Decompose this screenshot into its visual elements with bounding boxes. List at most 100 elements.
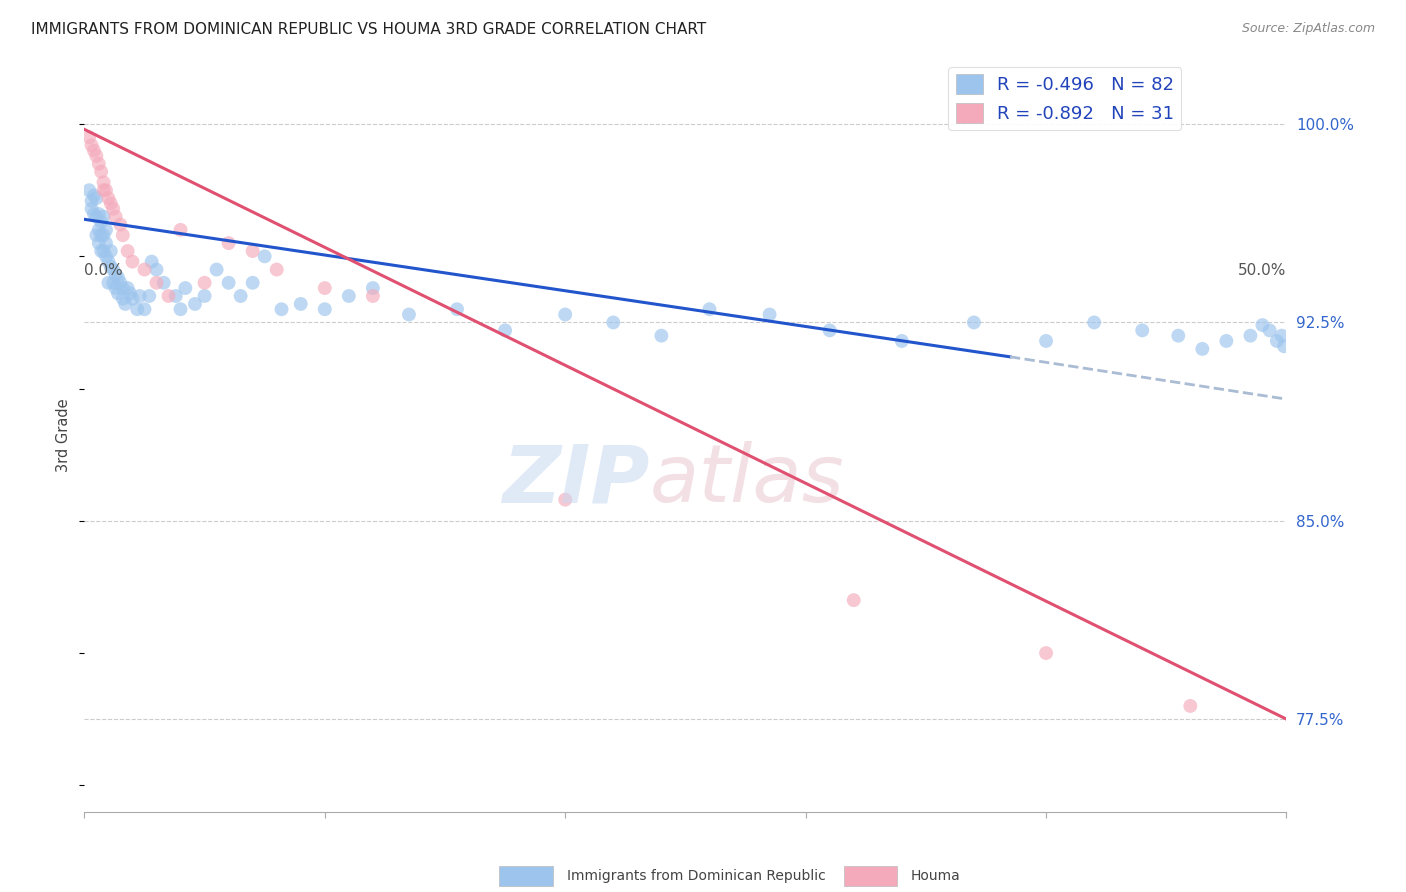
Point: [94, 183, 117, 197]
Point: [77, 183, 100, 197]
Point: [114, 297, 136, 311]
Point: [134, 302, 156, 317]
Text: Source: ZipAtlas.com: Source: ZipAtlas.com: [1241, 22, 1375, 36]
Point: [80, 202, 103, 216]
Point: [90, 228, 112, 243]
Text: atlas: atlas: [650, 441, 844, 519]
Point: [1272, 339, 1295, 353]
Point: [194, 289, 217, 303]
Point: [361, 281, 384, 295]
Text: IMMIGRANTS FROM DOMINICAN REPUBLIC VS HOUMA 3RD GRADE CORRELATION CHART: IMMIGRANTS FROM DOMINICAN REPUBLIC VS HO…: [31, 22, 706, 37]
Point: [1265, 334, 1288, 348]
Point: [104, 281, 127, 295]
Point: [1215, 334, 1237, 348]
Point: [184, 297, 207, 311]
Point: [194, 276, 217, 290]
Point: [818, 323, 841, 337]
Point: [104, 268, 127, 282]
Point: [93, 244, 115, 258]
Point: [314, 281, 336, 295]
Point: [128, 289, 150, 303]
Point: [100, 244, 122, 258]
Point: [1271, 328, 1294, 343]
Point: [1130, 323, 1153, 337]
Point: [87, 236, 110, 251]
Point: [270, 302, 292, 317]
Point: [169, 302, 191, 317]
Point: [103, 276, 125, 290]
Point: [174, 281, 197, 295]
Point: [138, 289, 160, 303]
Point: [253, 249, 276, 263]
Point: [83, 188, 105, 202]
Point: [337, 289, 360, 303]
Point: [314, 302, 336, 317]
Point: [93, 183, 115, 197]
Point: [229, 289, 252, 303]
Point: [100, 260, 122, 274]
Point: [141, 254, 163, 268]
Point: [97, 276, 120, 290]
Point: [266, 262, 288, 277]
Point: [242, 244, 264, 258]
Point: [169, 223, 191, 237]
Point: [205, 262, 228, 277]
Point: [494, 323, 516, 337]
Point: [1167, 328, 1189, 343]
Point: [93, 175, 115, 189]
Point: [107, 270, 129, 285]
Point: [80, 194, 103, 208]
Point: [890, 334, 912, 348]
Point: [758, 308, 780, 322]
Point: [1083, 315, 1105, 329]
Point: [398, 308, 420, 322]
Point: [157, 289, 180, 303]
Point: [242, 276, 264, 290]
Point: [97, 254, 120, 268]
Point: [1191, 342, 1213, 356]
Point: [127, 302, 149, 317]
Point: [90, 215, 112, 229]
Point: [86, 149, 108, 163]
Point: [111, 228, 134, 243]
Point: [145, 276, 167, 290]
Legend: R = -0.496   N = 82, R = -0.892   N = 31: R = -0.496 N = 82, R = -0.892 N = 31: [948, 67, 1181, 130]
Point: [118, 286, 141, 301]
Point: [86, 210, 108, 224]
Point: [93, 228, 115, 243]
Y-axis label: 3rd Grade: 3rd Grade: [56, 398, 72, 472]
Point: [77, 130, 100, 145]
Point: [1239, 328, 1261, 343]
Point: [1180, 698, 1202, 713]
Point: [361, 289, 384, 303]
Point: [80, 138, 103, 153]
Point: [446, 302, 468, 317]
Point: [121, 254, 143, 268]
Point: [1258, 323, 1281, 337]
Text: Houma: Houma: [911, 869, 960, 883]
Point: [111, 292, 134, 306]
Point: [134, 262, 156, 277]
Point: [87, 207, 110, 221]
Point: [86, 191, 108, 205]
Point: [290, 297, 312, 311]
Point: [1251, 318, 1274, 332]
Point: [87, 223, 110, 237]
Point: [152, 276, 174, 290]
Point: [117, 281, 139, 295]
Point: [218, 236, 240, 251]
Point: [554, 492, 576, 507]
Point: [100, 196, 122, 211]
Point: [90, 244, 112, 258]
Point: [1035, 646, 1057, 660]
Point: [110, 276, 132, 290]
Point: [602, 315, 624, 329]
Point: [218, 276, 240, 290]
Point: [83, 144, 105, 158]
Point: [104, 210, 127, 224]
Text: ZIP: ZIP: [502, 441, 650, 519]
Point: [121, 292, 143, 306]
Point: [94, 236, 117, 251]
Point: [1035, 334, 1057, 348]
Point: [963, 315, 986, 329]
